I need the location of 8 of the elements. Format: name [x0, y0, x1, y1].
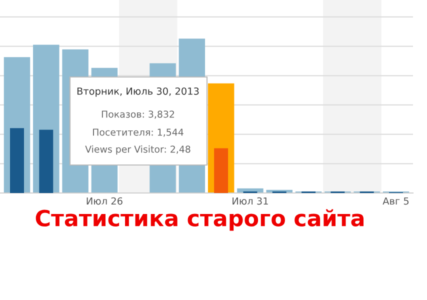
annotation: Посетителя: 1,544: [93, 128, 184, 137]
x-tick-label: Июл 26: [86, 197, 122, 205]
text: Статистика старого сайта: [36, 209, 364, 231]
annotation: Показов: 3,832: [102, 110, 174, 119]
x-tick-label: Июл 31: [232, 197, 268, 205]
annotation: Views per Visitor: 2,48: [85, 145, 190, 155]
x-tick-label: Авг 5: [382, 197, 409, 205]
annotation: Вторник, Июль 30, 2013: [77, 87, 199, 97]
